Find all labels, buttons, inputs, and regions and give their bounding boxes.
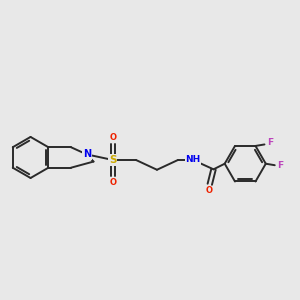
Text: S: S <box>109 155 117 165</box>
Text: O: O <box>110 178 116 187</box>
Text: NH: NH <box>185 155 201 164</box>
Text: N: N <box>83 149 91 159</box>
Text: F: F <box>267 139 273 148</box>
Text: O: O <box>206 187 212 196</box>
Text: F: F <box>277 161 283 170</box>
Text: O: O <box>110 134 116 142</box>
